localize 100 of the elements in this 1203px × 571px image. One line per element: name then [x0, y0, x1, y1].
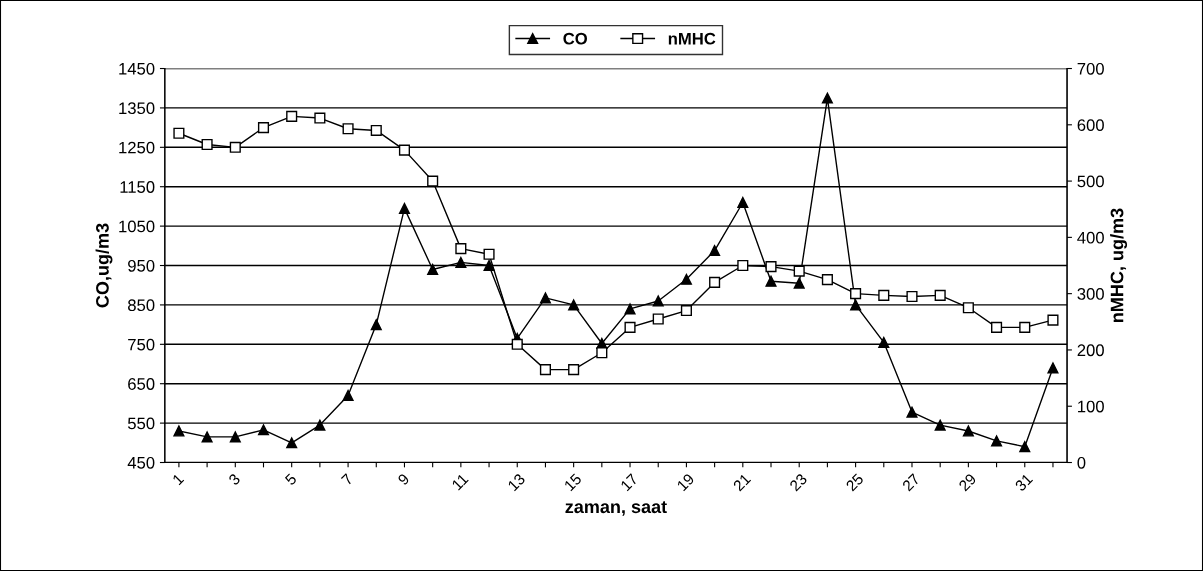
point: [934, 289, 946, 301]
point: [991, 435, 1003, 447]
y2-axis-title: nMHC, ug/m3: [1110, 208, 1128, 322]
point: [1047, 314, 1059, 326]
point: [201, 431, 213, 443]
y-tick-label: 550: [127, 417, 155, 430]
x-tick-label: 11: [451, 473, 469, 491]
y2-tick-label: 300: [1077, 288, 1104, 300]
point: [201, 138, 213, 151]
y2-tick-label: 700: [1077, 62, 1104, 75]
point: [257, 122, 270, 134]
point: [765, 261, 777, 273]
point: [342, 389, 354, 402]
point: [1019, 441, 1031, 453]
point: [342, 123, 354, 135]
x-tick-label: 29: [958, 473, 977, 492]
x-tick-label: 13: [507, 472, 526, 492]
point: [850, 299, 862, 311]
point: [737, 259, 749, 272]
y2-tick-label: 400: [1077, 231, 1104, 244]
point: [539, 292, 552, 304]
point: [821, 92, 833, 104]
point: [568, 364, 580, 376]
x-tick-label: 5: [284, 473, 298, 486]
point: [455, 243, 467, 255]
point: [652, 313, 664, 325]
point: [793, 265, 805, 277]
x-axis-title: zaman, saat: [565, 501, 667, 516]
point: [878, 336, 890, 348]
point: [624, 303, 636, 315]
y-tick-label: 1150: [120, 181, 155, 193]
point: [483, 248, 495, 260]
point: [680, 273, 692, 285]
point: [568, 299, 580, 311]
point: [906, 290, 918, 303]
y-tick-label: 450: [127, 456, 155, 469]
point: [652, 295, 664, 307]
y-axis-title: CO,ug/m3: [95, 223, 113, 308]
x-tick-label: 9: [397, 473, 410, 486]
x-tick-label: 31: [1014, 473, 1034, 492]
point: [793, 277, 805, 289]
point: [906, 406, 918, 418]
point: [680, 304, 692, 317]
point: [962, 302, 974, 314]
y-tick-label: 650: [128, 378, 155, 390]
point: [821, 274, 833, 286]
x-tick-label: 17: [620, 473, 639, 492]
y-tick-label: 1250: [119, 141, 155, 154]
point: [427, 263, 439, 276]
point: [286, 437, 298, 449]
y2-tick-label: 0: [1077, 456, 1086, 469]
point: [229, 141, 241, 153]
y-tick-label: 950: [128, 259, 155, 272]
point: [624, 321, 636, 333]
point: [370, 319, 382, 331]
x-tick-label: 27: [901, 473, 921, 492]
x-tick-label: 25: [845, 472, 865, 492]
y-tick-label: 850: [128, 299, 155, 312]
point: [596, 347, 608, 359]
point: [737, 196, 749, 209]
point: [173, 425, 185, 437]
point: [286, 110, 298, 122]
x-tick-label: 21: [732, 473, 752, 492]
point: [934, 419, 946, 431]
point: [455, 256, 467, 268]
point: [229, 431, 241, 443]
y2-tick-label: 500: [1077, 175, 1104, 188]
y2-tick-label: 600: [1077, 119, 1104, 132]
x-tick-label: 23: [788, 472, 808, 492]
point: [257, 424, 270, 436]
point: [765, 275, 777, 287]
y-tick-label: 750: [128, 338, 155, 351]
point: [991, 321, 1003, 333]
point: [1047, 362, 1059, 374]
point: [539, 364, 552, 376]
point: [511, 338, 523, 350]
point: [314, 419, 326, 431]
y-tick-label: 1350: [119, 102, 155, 115]
point: [398, 202, 411, 214]
point: [709, 276, 721, 288]
x-tick-label: 1: [172, 473, 185, 486]
point: [314, 112, 326, 124]
point: [878, 289, 890, 301]
y-tick-label: 1050: [119, 220, 155, 233]
point: [173, 127, 185, 139]
x-tick-label: 7: [340, 473, 354, 486]
point: [370, 124, 382, 136]
legend-label: nMHC: [668, 32, 716, 45]
point: [962, 425, 974, 437]
legend-label: CO: [563, 32, 587, 45]
point: [1019, 321, 1031, 333]
point: [427, 175, 439, 187]
point: [483, 259, 495, 272]
point: [850, 288, 862, 300]
y-tick-label: 1450: [119, 62, 155, 75]
point: [709, 244, 721, 257]
y2-tick-label: 100: [1078, 400, 1104, 413]
y2-tick-label: 200: [1077, 344, 1104, 357]
point: [398, 144, 411, 156]
x-tick-label: 15: [563, 473, 583, 492]
